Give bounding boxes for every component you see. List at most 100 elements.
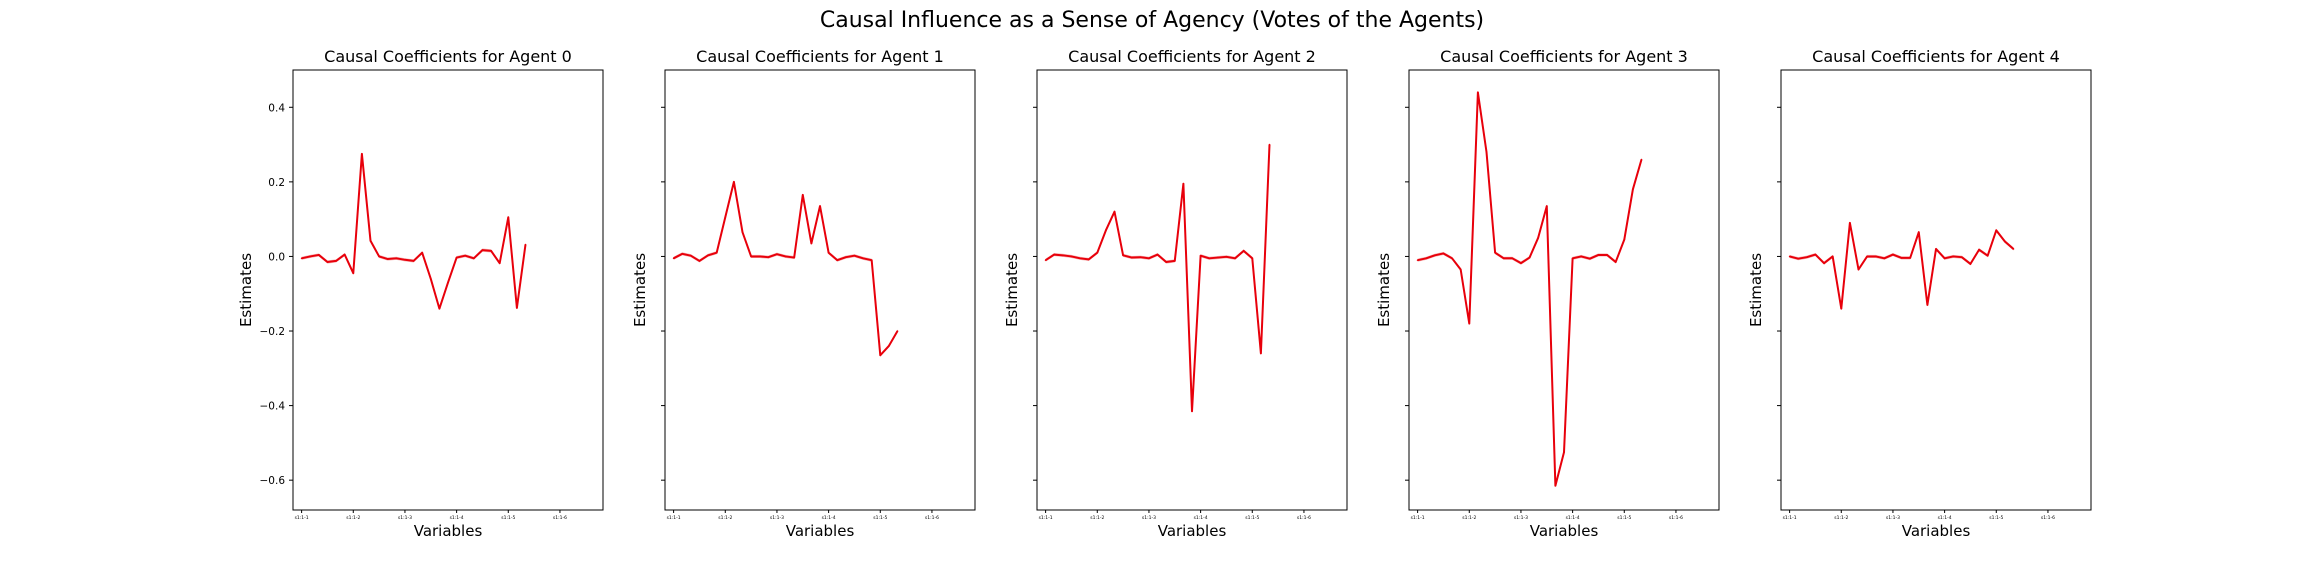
data-point — [870, 259, 873, 261]
data-point — [361, 153, 363, 155]
chart-title: Causal Coefficients for Agent 1 — [696, 47, 944, 66]
data-point — [412, 260, 415, 262]
x-tick-label: s1:1-1 — [1039, 515, 1053, 521]
chart-title: Causal Coefficients for Agent 0 — [324, 47, 572, 66]
data-point — [793, 256, 795, 259]
data-point — [1494, 251, 1496, 254]
chart-title: Causal Coefficients for Agent 4 — [1812, 47, 2060, 66]
chart-agent-2: Causal Coefficients for Agent 2 s1:1-1 s1:… — [1003, 47, 1348, 540]
data-point — [455, 256, 458, 259]
x-tick-label: s1:1-2 — [1090, 515, 1104, 521]
x-axis-label: Variables — [414, 522, 483, 540]
confidence-band — [673, 180, 898, 357]
x-tick-label: s1:1-1 — [295, 515, 309, 521]
data-point — [1623, 238, 1626, 241]
x-tick-label: s1:1-6 — [2041, 515, 2055, 521]
x-tick-label: s1:1-2 — [346, 515, 360, 521]
data-point — [1225, 256, 1228, 258]
confidence-band — [301, 152, 526, 311]
y-axis-label: Estimates — [1375, 253, 1393, 327]
x-tick-label: s1:1-6 — [1669, 515, 1683, 521]
data-point — [1874, 255, 1877, 258]
data-point — [447, 281, 449, 284]
series-line — [673, 180, 899, 357]
data-point — [1640, 158, 1643, 161]
data-point — [1434, 254, 1436, 257]
data-point — [1520, 262, 1522, 264]
data-point — [715, 251, 718, 254]
x-tick-label: s1:1-6 — [925, 515, 939, 521]
data-point — [879, 354, 882, 357]
data-point — [690, 254, 692, 257]
data-point — [698, 260, 701, 262]
data-point — [862, 257, 864, 260]
data-point — [524, 243, 527, 246]
series-line — [1045, 144, 1271, 413]
data-point — [1926, 304, 1929, 306]
data-point — [1468, 322, 1471, 325]
data-point — [1079, 257, 1081, 260]
data-point — [1459, 268, 1462, 271]
x-tick-label: s1:1-1 — [1411, 515, 1425, 521]
x-axis-label: Variables — [1530, 522, 1599, 540]
data-point — [1900, 257, 1903, 259]
data-point — [1814, 253, 1817, 256]
data-point — [819, 205, 821, 207]
x-tick-label: s1:1-6 — [553, 515, 567, 521]
series-line — [1789, 221, 2015, 310]
data-point — [1442, 252, 1445, 255]
data-point — [2012, 248, 2015, 250]
y-tick-label: −0.6 — [260, 475, 286, 487]
data-point — [1130, 256, 1133, 259]
data-point — [1823, 262, 1825, 264]
data-point — [386, 258, 389, 260]
data-point — [1242, 250, 1245, 252]
figure-title: Causal Influence as a Sense of Agency (V… — [819, 8, 1485, 33]
data-point — [758, 255, 761, 258]
data-point — [1597, 254, 1600, 256]
series-line — [301, 152, 527, 310]
data-point — [498, 262, 501, 264]
data-point — [1909, 257, 1911, 259]
data-point — [1892, 253, 1894, 256]
data-point — [1191, 410, 1193, 412]
x-tick-label: s1:1-3 — [1514, 515, 1528, 521]
y-axis-label: Estimates — [1747, 253, 1765, 327]
data-point — [490, 250, 492, 252]
x-tick-label: s1:1-4 — [1194, 515, 1208, 521]
data-point — [1217, 256, 1219, 259]
data-point — [1571, 257, 1574, 260]
data-point — [1840, 307, 1843, 310]
x-axis-label: Variables — [1902, 522, 1971, 540]
data-point — [1234, 257, 1236, 260]
x-tick-label: s1:1-3 — [1142, 515, 1156, 521]
data-point — [724, 216, 727, 219]
x-tick-label: s1:1-2 — [1834, 515, 1848, 521]
data-point — [767, 256, 770, 258]
data-point — [1952, 255, 1955, 258]
plot-frame — [1036, 69, 1348, 511]
data-point — [1580, 255, 1583, 258]
data-point — [1208, 257, 1211, 260]
data-point — [888, 345, 890, 347]
x-tick-label: s1:1-4 — [450, 515, 464, 521]
data-point — [1797, 257, 1800, 260]
x-tick-label: s1:1-6 — [1297, 515, 1311, 521]
chart-agent-4: Causal Coefficients for Agent 4 s1:1-1 s1:… — [1747, 47, 2092, 540]
data-point — [1070, 255, 1073, 258]
data-point — [741, 231, 744, 233]
data-point — [429, 278, 432, 280]
data-point — [1935, 248, 1937, 250]
plot-frame — [292, 69, 604, 511]
data-point — [827, 251, 830, 254]
y-tick-label: 0.2 — [268, 177, 285, 189]
data-point — [1156, 253, 1159, 256]
data-point — [801, 194, 804, 196]
y-tick-label: −0.2 — [260, 326, 286, 338]
chart-title: Causal Coefficients for Agent 3 — [1440, 47, 1688, 66]
data-point — [1199, 254, 1202, 257]
x-axis-label: Variables — [786, 522, 855, 540]
data-point — [1122, 254, 1124, 257]
data-point — [318, 254, 320, 256]
plot-frame — [1780, 69, 2092, 511]
